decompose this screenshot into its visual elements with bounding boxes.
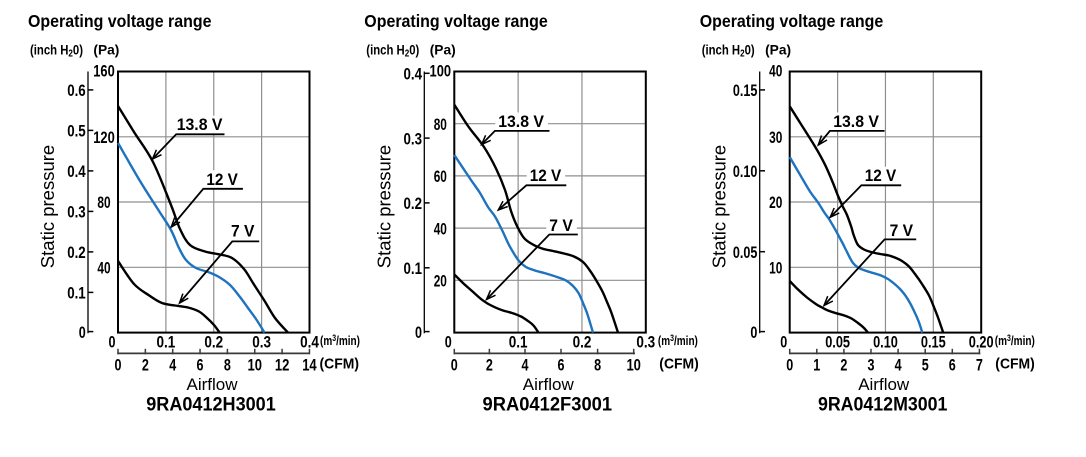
svg-text:0.4: 0.4 (300, 332, 319, 351)
svg-text:0.10: 0.10 (733, 162, 758, 181)
svg-text:Airflow: Airflow (523, 375, 575, 394)
svg-text:13.8 V: 13.8 V (498, 112, 544, 131)
svg-text:Static pressure: Static pressure (37, 145, 58, 268)
svg-text:0.2: 0.2 (204, 332, 223, 351)
svg-text:0.6: 0.6 (67, 81, 86, 100)
svg-text:12 V: 12 V (206, 170, 238, 189)
svg-text:(CFM): (CFM) (320, 356, 360, 373)
svg-text:(inch H20): (inch H20) (702, 42, 755, 60)
svg-text:(CFM): (CFM) (995, 356, 1035, 373)
svg-text:Operating voltage range: Operating voltage range (364, 11, 548, 31)
svg-text:120: 120 (93, 128, 115, 147)
svg-text:9RA0412F3001: 9RA0412F3001 (483, 395, 613, 416)
svg-text:9RA0412M3001: 9RA0412M3001 (818, 395, 948, 416)
svg-text:40: 40 (434, 219, 447, 238)
svg-text:100: 100 (430, 62, 452, 81)
svg-text:Airflow: Airflow (186, 375, 238, 394)
svg-text:0: 0 (750, 323, 757, 342)
svg-text:(m3/min): (m3/min) (658, 333, 698, 348)
svg-text:0.05: 0.05 (825, 332, 850, 351)
svg-text:4: 4 (169, 355, 176, 374)
svg-text:(Pa): (Pa) (93, 42, 119, 58)
svg-text:Static pressure: Static pressure (709, 145, 730, 268)
svg-text:0.20: 0.20 (969, 332, 994, 351)
svg-text:13.8 V: 13.8 V (833, 112, 879, 131)
svg-text:80: 80 (434, 115, 447, 134)
svg-text:0.3: 0.3 (67, 203, 86, 222)
svg-text:8: 8 (224, 355, 231, 374)
svg-text:80: 80 (97, 193, 110, 212)
svg-text:4: 4 (895, 355, 902, 374)
svg-text:6: 6 (949, 355, 956, 374)
svg-text:0.10: 0.10 (873, 332, 898, 351)
svg-text:14: 14 (302, 355, 317, 374)
svg-text:0.3: 0.3 (252, 332, 271, 351)
svg-text:60: 60 (434, 167, 447, 186)
svg-text:10: 10 (769, 259, 782, 278)
svg-text:160: 160 (93, 62, 115, 81)
svg-text:0: 0 (79, 323, 86, 342)
svg-text:6: 6 (558, 355, 565, 374)
svg-text:12 V: 12 V (530, 166, 562, 185)
svg-text:0: 0 (109, 332, 116, 351)
svg-text:40: 40 (769, 62, 782, 81)
svg-text:12 V: 12 V (865, 166, 897, 185)
svg-text:0.2: 0.2 (573, 332, 592, 351)
svg-text:0.05: 0.05 (733, 243, 758, 262)
svg-text:0.15: 0.15 (733, 81, 758, 100)
svg-text:(inch H20): (inch H20) (30, 42, 83, 60)
svg-text:7 V: 7 V (890, 221, 914, 240)
svg-text:0.2: 0.2 (67, 243, 86, 262)
svg-text:0.1: 0.1 (157, 332, 176, 351)
svg-text:(m3/min): (m3/min) (995, 333, 1035, 348)
svg-text:(Pa): (Pa) (430, 42, 456, 58)
svg-text:0.1: 0.1 (67, 284, 86, 303)
svg-text:4: 4 (522, 355, 529, 374)
svg-text:8: 8 (594, 355, 601, 374)
svg-text:2: 2 (142, 355, 149, 374)
svg-text:20: 20 (769, 193, 782, 212)
svg-text:40: 40 (97, 259, 110, 278)
svg-text:0.1: 0.1 (404, 259, 423, 278)
svg-text:6: 6 (197, 355, 204, 374)
svg-text:13.8 V: 13.8 V (177, 115, 223, 134)
svg-text:5: 5 (922, 355, 929, 374)
svg-text:(CFM): (CFM) (659, 356, 699, 373)
svg-text:2: 2 (840, 355, 847, 374)
svg-text:7: 7 (976, 355, 983, 374)
svg-text:0.4: 0.4 (67, 162, 86, 181)
svg-text:Operating voltage range: Operating voltage range (700, 11, 884, 31)
svg-text:7 V: 7 V (231, 222, 255, 241)
svg-text:Operating voltage range: Operating voltage range (28, 11, 212, 31)
svg-text:(Pa): (Pa) (765, 42, 791, 58)
svg-text:20: 20 (434, 272, 447, 291)
svg-text:12: 12 (275, 355, 290, 374)
svg-text:2: 2 (486, 355, 493, 374)
svg-text:0: 0 (451, 355, 458, 374)
svg-text:Static pressure: Static pressure (373, 145, 394, 268)
svg-text:30: 30 (769, 128, 782, 147)
svg-text:0.3: 0.3 (636, 332, 655, 351)
svg-text:0.4: 0.4 (404, 65, 423, 84)
svg-text:9RA0412H3001: 9RA0412H3001 (146, 395, 276, 416)
svg-text:(inch H20): (inch H20) (366, 42, 419, 60)
svg-text:0.2: 0.2 (404, 194, 423, 213)
svg-text:Airflow: Airflow (858, 375, 910, 394)
svg-text:1: 1 (813, 355, 820, 374)
svg-text:0.15: 0.15 (921, 332, 946, 351)
svg-text:10: 10 (248, 355, 263, 374)
svg-text:0.1: 0.1 (509, 332, 528, 351)
svg-text:10: 10 (626, 355, 641, 374)
svg-text:7 V: 7 V (549, 216, 573, 235)
svg-text:(m3/min): (m3/min) (320, 333, 360, 348)
svg-text:0: 0 (445, 332, 452, 351)
svg-text:0.3: 0.3 (404, 129, 423, 148)
svg-text:0: 0 (115, 355, 122, 374)
svg-text:0: 0 (780, 332, 787, 351)
svg-text:0: 0 (415, 323, 422, 342)
svg-text:0.5: 0.5 (67, 122, 86, 141)
svg-text:0: 0 (786, 355, 793, 374)
svg-text:3: 3 (868, 355, 875, 374)
